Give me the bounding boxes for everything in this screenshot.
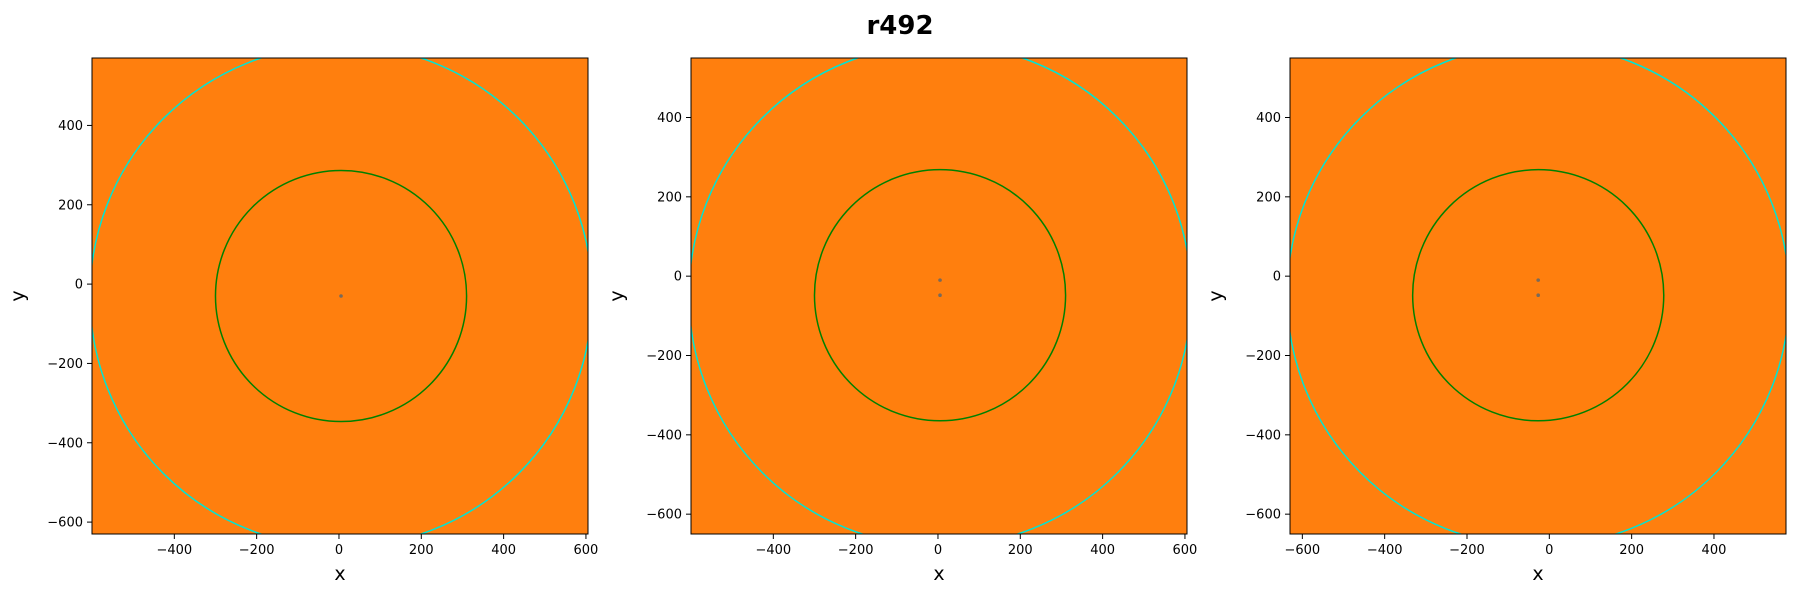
- panel-2: −400 −200 0 200 400 600 −600 −400 −200 0 200 400 x y: [606, 57, 1198, 585]
- y-tick-label: 400: [1256, 111, 1281, 126]
- x-tick-label: 0: [1545, 543, 1553, 558]
- y-tick-label: −200: [646, 349, 682, 364]
- plot-area: [691, 58, 1187, 534]
- inner-circle: [1411, 168, 1665, 422]
- x-axis-label: x: [1532, 563, 1543, 585]
- x-tick-label: −400: [755, 543, 791, 558]
- y-tick-label: −600: [1245, 508, 1281, 523]
- inner-circle: [214, 169, 468, 423]
- x-tick-label: 600: [574, 543, 599, 558]
- x-tick-label: 0: [335, 543, 343, 558]
- x-tick-label: −200: [838, 543, 874, 558]
- x-tick-label: 400: [491, 543, 516, 558]
- y-tick-label: 400: [58, 119, 83, 134]
- y-tick-label: −600: [47, 516, 83, 531]
- center-marker: [938, 278, 942, 282]
- center-marker: [1536, 278, 1541, 282]
- x-tick-label: 0: [934, 543, 942, 558]
- x-tick-label: 400: [1090, 543, 1115, 558]
- y-tick-label: 0: [674, 270, 682, 285]
- y-axis-label: y: [606, 290, 628, 301]
- y-axis-label: y: [7, 290, 29, 301]
- y-tick-label: −200: [1245, 349, 1281, 364]
- inner-circle: [813, 168, 1067, 422]
- x-tick-label: −400: [156, 543, 192, 558]
- x-tick-label: −400: [1367, 543, 1403, 558]
- x-tick-label: 200: [1008, 543, 1033, 558]
- y-tick-label: 0: [1273, 270, 1281, 285]
- y-tick-label: −400: [47, 436, 83, 451]
- figure-title: r492: [866, 11, 933, 41]
- x-tick-label: −200: [1449, 543, 1485, 558]
- axes-frame: [1289, 57, 1787, 535]
- x-tick-label: 200: [409, 543, 434, 558]
- x-tick-label: −200: [239, 543, 275, 558]
- center-marker: [339, 294, 343, 298]
- y-tick-label: −200: [47, 357, 83, 372]
- x-tick-label: 200: [1619, 543, 1644, 558]
- plot-area: [1290, 58, 1786, 534]
- x-axis-label: x: [334, 563, 345, 585]
- panel-1: −400 −200 0 200 400 600 −600 −400 −200 0 200 400 x y: [7, 57, 599, 585]
- panel-3: −600 −400 −200 0 200 400 −600 −400 −200 0 200 400 x y: [1205, 57, 1787, 585]
- plot-area: [92, 58, 588, 534]
- y-tick-label: 0: [75, 278, 83, 293]
- y-tick-label: −400: [1245, 428, 1281, 443]
- x-tick-label: 600: [1173, 543, 1198, 558]
- y-axis-label: y: [1205, 290, 1227, 301]
- x-axis-label: x: [933, 563, 944, 585]
- y-tick-label: 200: [657, 190, 682, 205]
- center-marker: [1536, 293, 1541, 298]
- y-tick-label: 200: [1256, 190, 1281, 205]
- axes-frame: [690, 57, 1188, 535]
- y-tick-label: 200: [58, 198, 83, 213]
- center-marker: [938, 293, 942, 298]
- x-tick-label: −600: [1284, 543, 1320, 558]
- x-tick-label: 400: [1702, 543, 1727, 558]
- y-tick-label: −600: [646, 508, 682, 523]
- y-tick-label: 400: [657, 111, 682, 126]
- y-tick-label: −400: [646, 428, 682, 443]
- axes-frame: [91, 57, 589, 535]
